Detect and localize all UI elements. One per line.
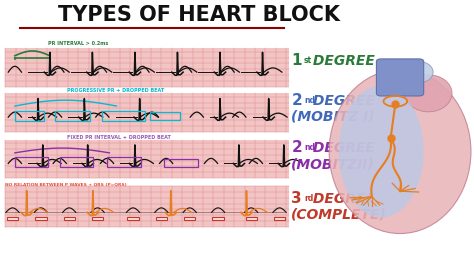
Text: (MOBITZII): (MOBITZII) bbox=[292, 157, 375, 171]
Text: nd: nd bbox=[304, 143, 315, 152]
Bar bbox=[55, 110, 90, 121]
Text: PROGRESSIVE PR + DROPPED BEAT: PROGRESSIVE PR + DROPPED BEAT bbox=[67, 88, 164, 93]
Text: rd: rd bbox=[304, 194, 313, 203]
Bar bbox=[246, 217, 257, 220]
Bar bbox=[184, 217, 195, 220]
Bar bbox=[156, 217, 167, 220]
Ellipse shape bbox=[338, 85, 424, 218]
Bar bbox=[128, 217, 139, 220]
Bar bbox=[5, 140, 289, 178]
Text: st: st bbox=[304, 56, 312, 65]
Bar bbox=[274, 217, 285, 220]
Bar bbox=[107, 157, 141, 167]
Bar bbox=[164, 159, 198, 167]
Text: FIXED PR INTERVAL + DROPPED BEAT: FIXED PR INTERVAL + DROPPED BEAT bbox=[67, 135, 171, 140]
Text: DEGREE: DEGREE bbox=[308, 142, 375, 156]
FancyBboxPatch shape bbox=[376, 59, 424, 96]
Text: 1: 1 bbox=[292, 53, 302, 68]
Bar bbox=[102, 110, 146, 121]
Bar bbox=[7, 217, 18, 220]
Text: nd: nd bbox=[304, 96, 315, 105]
Text: (COMPLETE): (COMPLETE) bbox=[292, 208, 387, 222]
Bar bbox=[15, 110, 44, 121]
Bar bbox=[64, 217, 75, 220]
Text: TYPES OF HEART BLOCK: TYPES OF HEART BLOCK bbox=[58, 5, 340, 25]
Bar bbox=[150, 112, 180, 120]
Ellipse shape bbox=[329, 69, 471, 234]
Bar bbox=[60, 157, 93, 167]
Bar bbox=[212, 217, 224, 220]
Text: 3: 3 bbox=[292, 191, 302, 206]
Text: DEGREE: DEGREE bbox=[308, 94, 375, 108]
Ellipse shape bbox=[405, 75, 452, 112]
Bar bbox=[5, 48, 289, 87]
Text: DEGREE: DEGREE bbox=[308, 192, 375, 206]
Bar bbox=[15, 157, 48, 167]
Text: DEGREE: DEGREE bbox=[308, 54, 375, 68]
Text: (MOBITZ I): (MOBITZ I) bbox=[292, 110, 375, 124]
Text: PR INTERVAL > 0.2ms: PR INTERVAL > 0.2ms bbox=[48, 40, 108, 45]
Text: NO RELATION BETWEEN P WAVES + QRS (P>QRS): NO RELATION BETWEEN P WAVES + QRS (P>QRS… bbox=[5, 182, 127, 187]
Ellipse shape bbox=[405, 61, 433, 83]
Text: 2: 2 bbox=[292, 93, 302, 108]
Bar bbox=[92, 217, 103, 220]
Bar bbox=[5, 186, 289, 227]
Bar bbox=[5, 93, 289, 132]
Bar bbox=[35, 217, 46, 220]
Text: 2: 2 bbox=[292, 140, 302, 156]
